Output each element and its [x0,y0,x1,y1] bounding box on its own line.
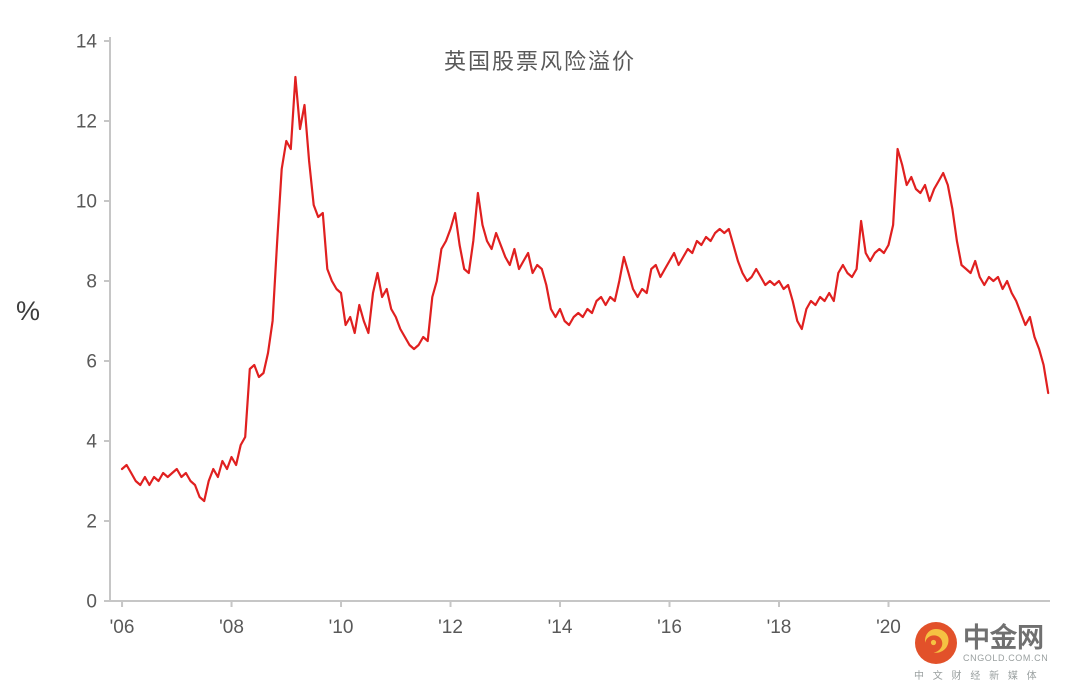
y-tick-label: 8 [86,272,97,293]
y-tick-label: 10 [76,192,97,213]
series-line [120,75,1050,503]
x-tick-label: '08 [219,617,244,638]
x-tick-label: '14 [548,617,573,638]
x-tick-label: '10 [329,617,354,638]
cngold-logo-icon [915,622,957,664]
x-tick-label: '18 [767,617,792,638]
x-tick-label: '16 [657,617,682,638]
y-tick-label: 0 [86,592,97,613]
y-tick-label: 14 [76,32,98,53]
x-tick-label: '20 [876,617,901,638]
logo-name: 中金网 [963,622,1044,653]
y-axis-unit-label: % [16,296,41,326]
logo-tagline: 中 文 财 经 新 媒 体 [914,671,1040,682]
x-tick-label: '12 [438,617,463,638]
cngold-logo: 中金网 CNGOLD.COM.CN 中 文 财 经 新 媒 体 [914,621,1062,682]
logo-domain: CNGOLD.COM.CN [963,652,1049,663]
chart-title: 英国股票风险溢价 [443,49,636,74]
y-tick-label: 4 [86,432,97,453]
y-tick-label: 2 [86,512,97,533]
y-tick-label: 12 [76,112,97,133]
x-tick-label: '06 [110,617,135,638]
y-tick-label: 6 [86,352,97,373]
